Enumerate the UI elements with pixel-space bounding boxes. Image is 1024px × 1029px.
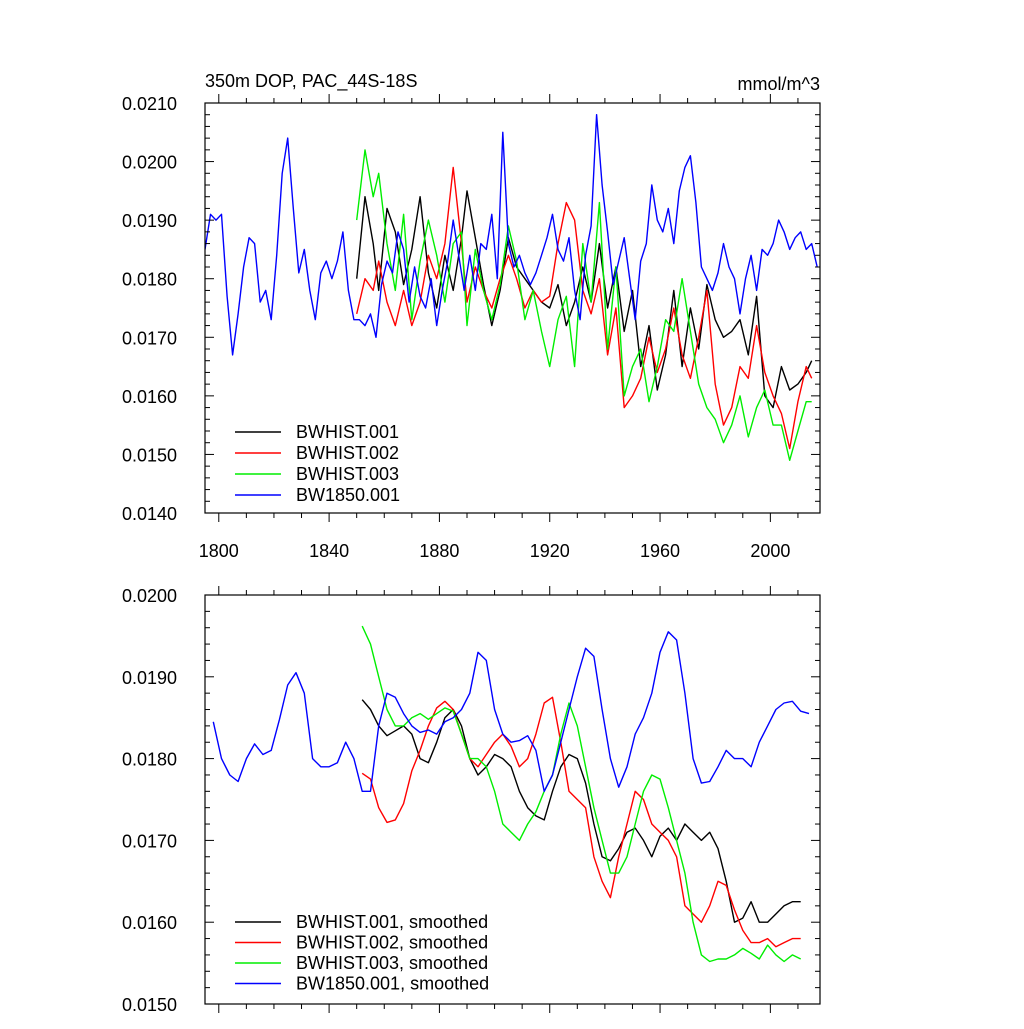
- y-tick-label: 0.0210: [122, 94, 177, 114]
- y-tick-label: 0.0160: [122, 387, 177, 407]
- series-line-3: [361, 625, 802, 963]
- y-tick-label: 0.0150: [122, 445, 177, 465]
- y-tick-label: 0.0180: [122, 750, 177, 770]
- legend-label: BWHIST.003, smoothed: [296, 953, 488, 973]
- y-tick-label: 0.0180: [122, 270, 177, 290]
- y-tick-label: 0.0200: [122, 153, 177, 173]
- chart-title: 350m DOP, PAC_44S-18S: [205, 71, 417, 92]
- legend-label: BWHIST.002: [296, 443, 399, 463]
- y-tick-label: 0.0190: [122, 668, 177, 688]
- legend-label: BWHIST.002, smoothed: [296, 933, 488, 953]
- y-tick-label: 0.0160: [122, 913, 177, 933]
- legend-label: BW1850.001: [296, 485, 400, 505]
- x-tick-label: 1920: [530, 541, 570, 561]
- chart-units: mmol/m^3: [738, 74, 820, 94]
- series-line-4: [205, 113, 818, 356]
- y-tick-label: 0.0200: [122, 586, 177, 606]
- chart-panel-2: 0.0150 0.0160 0.0170 0.0180 0.0190 0.0200 BWHI…: [122, 586, 821, 1015]
- plot-frame: [204, 102, 821, 514]
- legend-label: BWHIST.001, smoothed: [296, 912, 488, 932]
- x-tick-label: 1800: [199, 541, 239, 561]
- series-line-4: [212, 631, 810, 792]
- y-tick-label: 0.0190: [122, 211, 177, 231]
- x-tick-label: 1880: [419, 541, 459, 561]
- legend-label: BWHIST.003: [296, 464, 399, 484]
- legend-label: BW1850.001, smoothed: [296, 974, 489, 994]
- y-tick-label: 0.0170: [122, 831, 177, 851]
- legend-label: BWHIST.001: [296, 422, 399, 442]
- y-tick-label: 0.0140: [122, 504, 177, 524]
- x-tick-label: 2000: [750, 541, 790, 561]
- y-tick-label: 0.0170: [122, 328, 177, 348]
- series-line-2: [361, 696, 801, 948]
- chart-panel-1: 1800 1840 1880 1920 1960 2000 0.0140 0.0150 0.01…: [122, 71, 821, 561]
- plot-frame: [204, 594, 821, 1005]
- x-tick-label: 1960: [640, 541, 680, 561]
- x-tick-label: 1840: [309, 541, 349, 561]
- series-line-3: [356, 149, 812, 461]
- y-tick-label: 0.0150: [122, 995, 177, 1015]
- series-line-1: [356, 190, 813, 409]
- series-line-1: [361, 699, 801, 923]
